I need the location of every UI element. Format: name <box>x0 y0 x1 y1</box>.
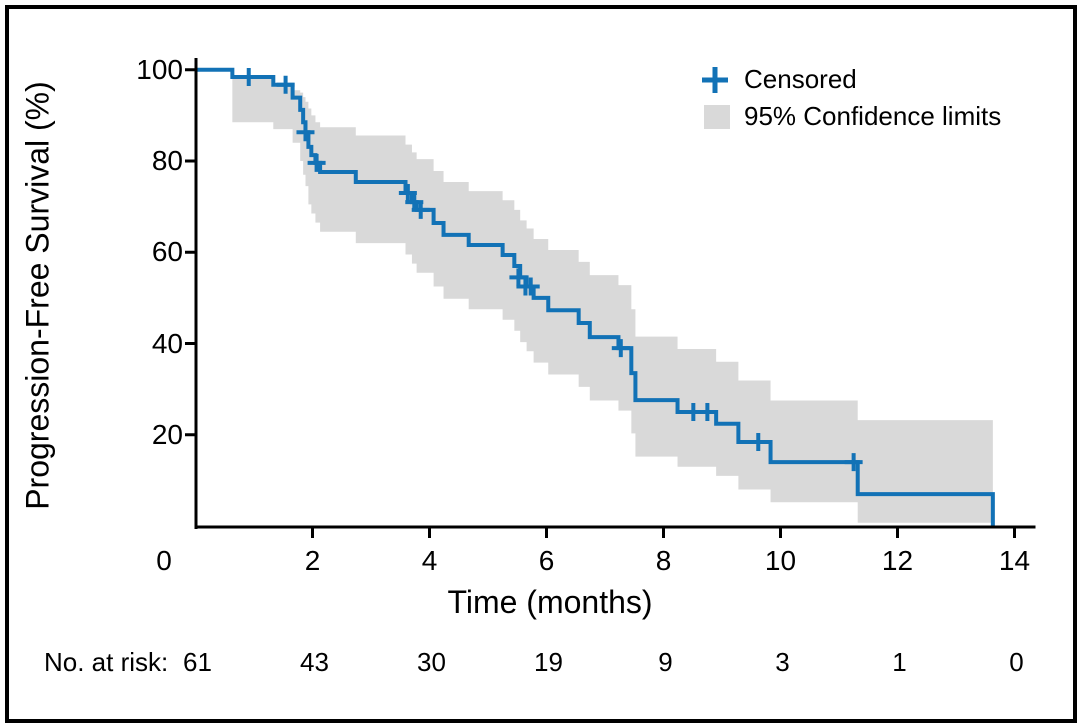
legend-symbols <box>702 67 730 129</box>
x-tick-mark <box>428 527 431 538</box>
x-axis-title: Time (months) <box>447 584 653 620</box>
y-tick-mark <box>185 433 196 437</box>
legend-confidence-swatch-icon <box>704 105 730 129</box>
legend-censored-cross-icon <box>702 67 728 93</box>
censor-cross <box>509 268 528 287</box>
censor-cross <box>749 433 768 452</box>
y-tick-label: 80 <box>151 145 183 176</box>
risk-count: 61 <box>183 647 212 677</box>
axes <box>185 58 1036 538</box>
censor-cross <box>698 402 717 421</box>
x-tick-label: 4 <box>421 545 438 576</box>
y-tick-mark <box>185 250 196 254</box>
censor-cross <box>239 68 258 87</box>
risk-count: 30 <box>417 647 446 677</box>
risk-count: 43 <box>300 647 329 677</box>
risk-count: 1 <box>892 647 907 677</box>
x-tick-label: 14 <box>998 545 1031 576</box>
y-tick-mark <box>185 342 196 345</box>
x-tick-label: 8 <box>655 545 672 576</box>
censor-cross <box>307 153 326 172</box>
y-tick-label: 20 <box>151 418 183 450</box>
censor-marks <box>239 68 863 472</box>
risk-count: 0 <box>1009 647 1024 677</box>
x-tick-mark <box>311 527 314 538</box>
legend-confidence-label: 95% Confidence limits <box>744 101 1002 131</box>
y-tick-mark <box>185 68 196 72</box>
y-tick-label: 60 <box>151 236 183 268</box>
x-tick-label: 2 <box>304 545 321 576</box>
y-axis-line <box>194 58 198 529</box>
x-tick-label: 12 <box>881 545 914 576</box>
confidence-band <box>232 77 993 523</box>
risk-table-label: No. at risk: <box>44 647 169 677</box>
y-tick-mark <box>185 159 196 163</box>
y-tick-label: 40 <box>151 327 183 359</box>
risk-count: 3 <box>775 647 790 677</box>
legend-censored-label: Censored <box>744 64 857 94</box>
x-tick-label: 10 <box>764 545 797 576</box>
censor-cross <box>611 339 630 358</box>
censor-cross <box>411 200 430 219</box>
risk-count: 9 <box>658 647 673 677</box>
figure-border <box>5 5 1077 723</box>
x-tick-label: 6 <box>538 545 555 576</box>
risk-count: 19 <box>534 647 563 677</box>
y-tick-label: 100 <box>136 53 183 85</box>
censor-cross <box>844 453 863 472</box>
censor-cross <box>398 183 417 202</box>
x-tick-label: 0 <box>156 545 172 576</box>
x-tick-mark <box>662 527 665 538</box>
y-axis-title: Progression-Free Survival (%) <box>19 81 56 510</box>
x-axis-line <box>194 525 1036 529</box>
x-tick-mark <box>779 527 782 538</box>
censor-cross <box>521 277 540 296</box>
censor-cross <box>276 75 295 94</box>
x-tick-mark <box>896 527 899 538</box>
censor-cross <box>296 123 315 142</box>
x-tick-mark <box>1013 527 1016 538</box>
x-tick-mark <box>545 527 548 538</box>
